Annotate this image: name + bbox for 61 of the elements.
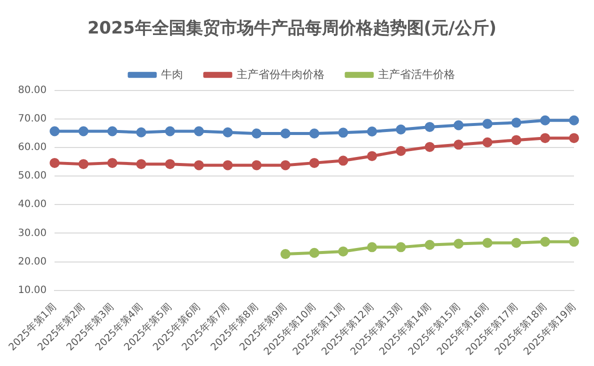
point	[78, 159, 88, 170]
point	[367, 126, 378, 137]
point	[338, 246, 348, 256]
point	[309, 158, 320, 168]
point	[424, 240, 435, 250]
point	[482, 238, 492, 248]
point	[540, 133, 550, 144]
point	[222, 160, 233, 170]
point	[367, 242, 378, 252]
y-tick-label: 70.00	[18, 114, 47, 125]
point	[338, 156, 348, 166]
point	[280, 160, 290, 170]
y-tick-label: 10.00	[18, 284, 47, 296]
point	[252, 128, 262, 139]
y-tick-label: 60.00	[18, 142, 47, 154]
point	[280, 249, 290, 260]
point	[454, 120, 464, 130]
point	[540, 115, 550, 126]
point	[569, 133, 579, 144]
point	[78, 126, 88, 136]
point	[511, 135, 522, 146]
point	[569, 236, 579, 247]
point	[367, 151, 378, 162]
point	[194, 126, 204, 136]
point	[107, 158, 118, 168]
point	[424, 142, 435, 152]
point	[540, 236, 550, 247]
point	[396, 242, 406, 252]
point	[222, 127, 233, 138]
point	[396, 124, 406, 135]
point	[511, 238, 522, 248]
legend-label: 主产省份牛肉价格	[236, 68, 324, 81]
point	[482, 118, 492, 129]
y-tick-label: 80.00	[18, 84, 47, 96]
point	[252, 160, 262, 170]
point	[454, 140, 464, 150]
point	[482, 137, 492, 148]
point	[511, 118, 522, 128]
y-tick-label: 20.00	[18, 256, 47, 268]
point	[569, 115, 579, 126]
point	[396, 146, 406, 156]
point	[50, 158, 60, 168]
point	[309, 248, 320, 258]
legend-label: 主产省活牛价格	[378, 68, 455, 81]
point	[107, 126, 118, 136]
point	[338, 128, 348, 138]
point	[136, 127, 146, 138]
point	[165, 126, 176, 136]
legend-label: 牛肉	[160, 68, 183, 81]
point	[136, 159, 146, 170]
y-tick-label: 30.00	[18, 228, 47, 239]
chart-title: 2025年全国集贸市场牛产品每周价格趋势图(元/公斤)	[87, 18, 497, 39]
point	[50, 126, 60, 136]
point	[280, 128, 290, 139]
point	[424, 122, 435, 132]
point	[194, 160, 204, 170]
point	[454, 238, 464, 249]
point	[309, 128, 320, 139]
y-tick-label: 50.00	[18, 170, 47, 182]
point	[165, 159, 176, 170]
y-tick-label: 40.00	[18, 199, 47, 210]
